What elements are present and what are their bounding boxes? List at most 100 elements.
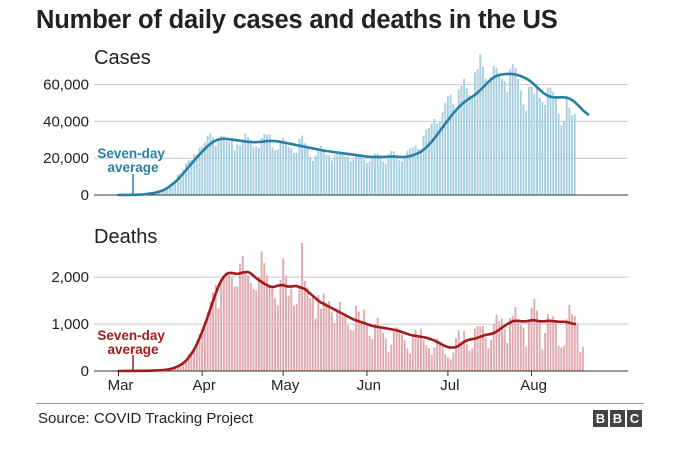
cases-bar xyxy=(212,137,214,195)
deaths-bar xyxy=(293,305,295,371)
cases-bar xyxy=(382,161,385,195)
deaths-bar xyxy=(430,355,433,371)
deaths-bar xyxy=(392,331,395,371)
cases-bar xyxy=(355,153,358,195)
cases-bar xyxy=(379,156,382,195)
cases-bar xyxy=(487,82,490,195)
cases-bar xyxy=(560,125,563,195)
deaths-bar xyxy=(576,323,579,371)
cases-bar xyxy=(433,119,436,195)
deaths-bar xyxy=(414,329,417,371)
cases-bar xyxy=(344,157,347,195)
cases-bar xyxy=(209,133,212,195)
cases-seven-day-average-line xyxy=(117,72,590,197)
deaths-bar xyxy=(360,324,363,371)
deaths-bar xyxy=(503,328,506,371)
cases-bar xyxy=(411,147,414,195)
cases-bar xyxy=(387,153,390,195)
cases-bar xyxy=(171,182,174,195)
cases-bar xyxy=(166,187,169,195)
deaths-bar xyxy=(446,357,449,371)
x-axis-tick-label: Apr xyxy=(193,377,216,394)
deaths-bar xyxy=(455,338,457,371)
x-axis: Mar Apr May Jun Jul Aug xyxy=(108,371,547,394)
deaths-bar xyxy=(301,242,304,371)
cases-bar xyxy=(206,135,209,195)
deaths-y-tick-label: 2,000 xyxy=(51,269,89,286)
cases-bar xyxy=(425,129,428,195)
cases-bar xyxy=(509,69,511,195)
deaths-bar xyxy=(557,346,560,371)
deaths-bar xyxy=(409,353,412,371)
deaths-bar xyxy=(252,288,255,371)
cases-bar xyxy=(306,146,309,195)
cases-bar xyxy=(500,79,503,195)
cases-bar xyxy=(311,160,314,195)
cases-bar xyxy=(174,180,177,195)
cases-bar xyxy=(498,74,501,195)
cases-bar xyxy=(471,97,474,195)
cases-bar xyxy=(228,141,231,195)
cases-bar xyxy=(514,67,517,195)
cases-bar xyxy=(217,139,220,195)
cases-bar xyxy=(390,150,393,195)
cases-bar xyxy=(357,156,360,195)
deaths-bar xyxy=(206,312,209,371)
deaths-bar xyxy=(554,321,557,371)
deaths-bar xyxy=(573,316,576,371)
deaths-bar xyxy=(473,328,476,371)
deaths-bar xyxy=(568,304,571,371)
deaths-bar xyxy=(460,340,463,371)
deaths-bar xyxy=(355,305,358,371)
deaths-bar xyxy=(527,319,530,371)
cases-bar xyxy=(444,102,447,195)
deaths-bar xyxy=(320,308,322,371)
cases-bar xyxy=(193,154,196,195)
deaths-bar xyxy=(176,364,179,371)
cases-bar xyxy=(376,153,379,195)
x-axis-tick-label: Jun xyxy=(357,377,381,394)
cases-bar xyxy=(284,142,287,195)
cases-bar xyxy=(201,146,204,195)
cases-bar xyxy=(452,103,455,195)
deaths-bar xyxy=(452,352,455,371)
cases-bar xyxy=(482,66,484,195)
deaths-panel: Deaths 0 1,000 2,000 Seven-day average xyxy=(51,226,628,380)
deaths-bar xyxy=(274,298,277,371)
deaths-bar xyxy=(233,286,236,371)
cases-bar xyxy=(503,81,506,195)
deaths-bar xyxy=(406,348,409,371)
deaths-bar xyxy=(209,301,212,371)
cases-bar xyxy=(438,121,441,195)
cases-bar xyxy=(187,160,190,195)
deaths-bar xyxy=(271,287,274,371)
deaths-bar xyxy=(336,309,339,371)
bbc-logo-letter: B xyxy=(593,410,608,427)
cases-bar xyxy=(276,149,279,195)
deaths-bar xyxy=(317,295,320,371)
cases-bar xyxy=(533,93,536,195)
deaths-bar xyxy=(471,348,474,371)
deaths-bar xyxy=(579,351,582,371)
cases-bar xyxy=(468,95,471,195)
deaths-bar xyxy=(538,319,541,371)
cases-bar xyxy=(522,104,525,195)
cases-bar xyxy=(257,148,260,195)
deaths-bar xyxy=(563,345,565,371)
deaths-bar xyxy=(436,338,439,371)
deaths-bar xyxy=(212,292,214,371)
deaths-bar xyxy=(193,348,196,371)
deaths-bar xyxy=(330,312,333,371)
deaths-bar xyxy=(500,318,503,371)
cases-bar xyxy=(414,145,417,195)
deaths-bar xyxy=(214,284,217,371)
deaths-bar xyxy=(395,327,398,371)
deaths-bar xyxy=(403,340,406,371)
cases-bar xyxy=(406,150,409,195)
cases-bar xyxy=(363,159,366,195)
deaths-bar xyxy=(411,335,414,371)
cases-bar xyxy=(338,153,341,195)
deaths-bar xyxy=(303,280,306,371)
deaths-bar xyxy=(187,354,190,371)
cases-y-tick-labels: 0 20,000 40,000 60,000 xyxy=(43,77,89,204)
